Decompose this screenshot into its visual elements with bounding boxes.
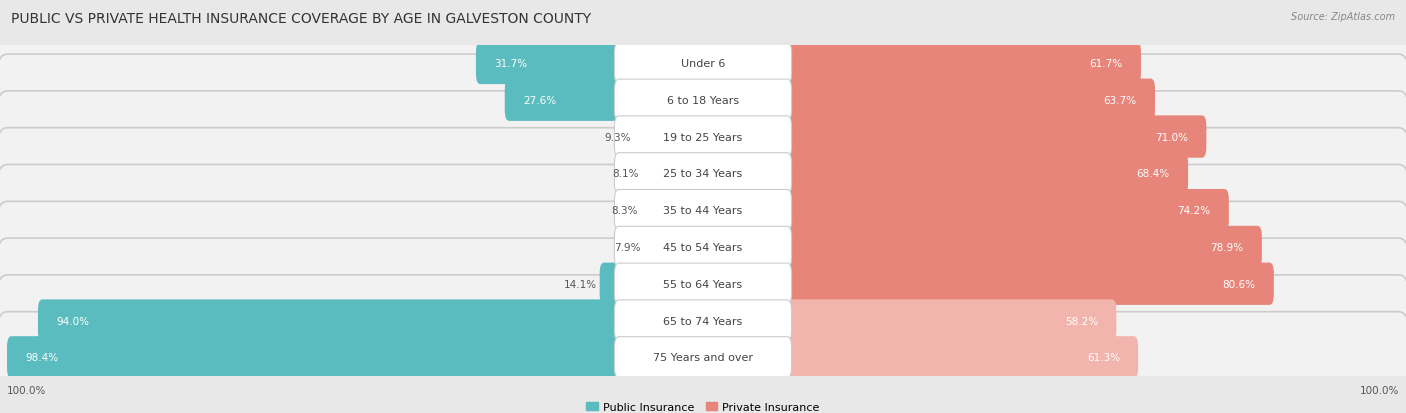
Text: 75 Years and over: 75 Years and over: [652, 352, 754, 363]
FancyBboxPatch shape: [38, 300, 707, 342]
Text: 6 to 18 Years: 6 to 18 Years: [666, 95, 740, 105]
FancyBboxPatch shape: [7, 336, 707, 379]
Text: 45 to 54 Years: 45 to 54 Years: [664, 242, 742, 252]
Text: 27.6%: 27.6%: [523, 95, 557, 105]
Text: 65 to 74 Years: 65 to 74 Years: [664, 316, 742, 326]
Text: 100.0%: 100.0%: [7, 385, 46, 395]
Text: 8.3%: 8.3%: [612, 206, 638, 216]
Text: 68.4%: 68.4%: [1136, 169, 1170, 179]
FancyBboxPatch shape: [614, 337, 792, 378]
FancyBboxPatch shape: [0, 312, 1406, 403]
FancyBboxPatch shape: [614, 190, 792, 231]
FancyBboxPatch shape: [699, 300, 1116, 342]
FancyBboxPatch shape: [641, 190, 707, 232]
Text: 19 to 25 Years: 19 to 25 Years: [664, 132, 742, 142]
FancyBboxPatch shape: [614, 227, 792, 268]
Text: 78.9%: 78.9%: [1211, 242, 1244, 252]
FancyBboxPatch shape: [614, 300, 792, 342]
Legend: Public Insurance, Private Insurance: Public Insurance, Private Insurance: [582, 398, 824, 413]
FancyBboxPatch shape: [0, 202, 1406, 293]
FancyBboxPatch shape: [699, 226, 1263, 268]
Text: 9.3%: 9.3%: [605, 132, 630, 142]
Text: Source: ZipAtlas.com: Source: ZipAtlas.com: [1291, 12, 1395, 22]
Text: 94.0%: 94.0%: [56, 316, 89, 326]
FancyBboxPatch shape: [600, 263, 707, 305]
Text: 98.4%: 98.4%: [25, 352, 59, 363]
FancyBboxPatch shape: [0, 18, 1406, 109]
Text: 80.6%: 80.6%: [1223, 279, 1256, 289]
FancyBboxPatch shape: [505, 79, 707, 121]
FancyBboxPatch shape: [614, 263, 792, 305]
Text: 100.0%: 100.0%: [1360, 385, 1399, 395]
Text: 74.2%: 74.2%: [1177, 206, 1211, 216]
FancyBboxPatch shape: [643, 153, 707, 195]
Text: 55 to 64 Years: 55 to 64 Years: [664, 279, 742, 289]
FancyBboxPatch shape: [614, 153, 792, 195]
FancyBboxPatch shape: [0, 92, 1406, 183]
FancyBboxPatch shape: [614, 43, 792, 84]
FancyBboxPatch shape: [475, 43, 707, 85]
Text: 58.2%: 58.2%: [1064, 316, 1098, 326]
Text: 8.1%: 8.1%: [613, 169, 640, 179]
FancyBboxPatch shape: [614, 80, 792, 121]
Text: 35 to 44 Years: 35 to 44 Years: [664, 206, 742, 216]
FancyBboxPatch shape: [0, 275, 1406, 366]
Text: 14.1%: 14.1%: [564, 279, 598, 289]
FancyBboxPatch shape: [0, 55, 1406, 146]
Text: 63.7%: 63.7%: [1104, 95, 1136, 105]
FancyBboxPatch shape: [0, 165, 1406, 256]
Text: Under 6: Under 6: [681, 59, 725, 69]
Text: 71.0%: 71.0%: [1156, 132, 1188, 142]
FancyBboxPatch shape: [699, 153, 1188, 195]
Text: 61.7%: 61.7%: [1090, 59, 1123, 69]
FancyBboxPatch shape: [699, 263, 1274, 305]
FancyBboxPatch shape: [699, 336, 1139, 379]
FancyBboxPatch shape: [699, 79, 1156, 121]
Text: PUBLIC VS PRIVATE HEALTH INSURANCE COVERAGE BY AGE IN GALVESTON COUNTY: PUBLIC VS PRIVATE HEALTH INSURANCE COVER…: [11, 12, 592, 26]
FancyBboxPatch shape: [644, 226, 707, 268]
FancyBboxPatch shape: [0, 239, 1406, 330]
FancyBboxPatch shape: [699, 43, 1142, 85]
FancyBboxPatch shape: [614, 116, 792, 158]
Text: 61.3%: 61.3%: [1087, 352, 1121, 363]
Text: 25 to 34 Years: 25 to 34 Years: [664, 169, 742, 179]
Text: 7.9%: 7.9%: [614, 242, 641, 252]
Text: 31.7%: 31.7%: [495, 59, 527, 69]
FancyBboxPatch shape: [634, 116, 707, 158]
FancyBboxPatch shape: [699, 116, 1206, 158]
FancyBboxPatch shape: [0, 128, 1406, 219]
FancyBboxPatch shape: [699, 190, 1229, 232]
